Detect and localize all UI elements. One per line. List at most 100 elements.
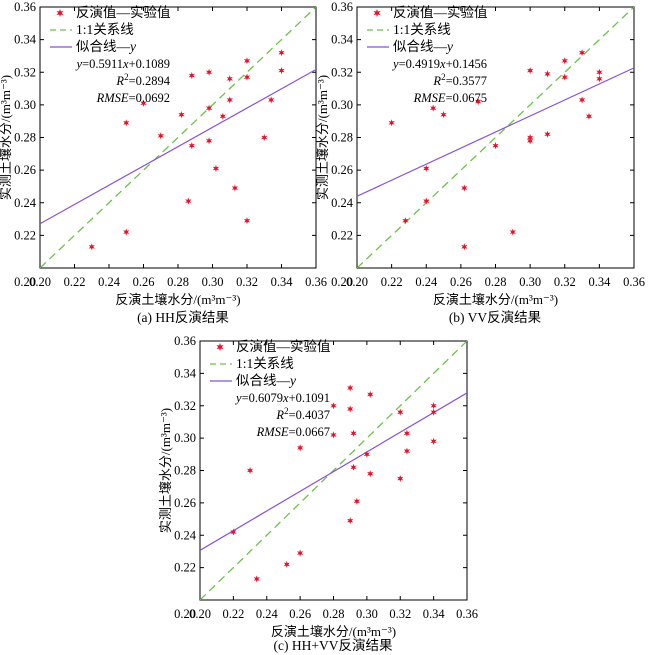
data-point: [353, 497, 360, 505]
chart-panel-1: 0.20 0.22 0.24 0.26 0.28 0.30 0.32 0.34 0.36 0.22…: [315, 0, 645, 325]
chart-caption: (b) VV反演结果: [449, 310, 542, 325]
data-point: [188, 71, 195, 80]
origin-label: 0.20: [174, 607, 196, 621]
x-tick-label: 0.32: [389, 607, 411, 621]
x-tick-label: 0.26: [133, 275, 155, 289]
x-tick-label: 0.28: [323, 607, 345, 621]
y-tick-label: 0.30: [174, 431, 196, 445]
x-tick-label: 0.32: [554, 275, 576, 289]
data-point: [585, 112, 593, 120]
data-point: [212, 164, 220, 173]
y-tick-label: 0.34: [174, 366, 197, 380]
y-tick-label: 0.34: [331, 33, 354, 47]
legend-points-label: 反演值—实验值: [393, 5, 488, 20]
x-tick-label: 0.30: [356, 607, 378, 621]
legend-equation: y=0.4919x+0.1456: [391, 57, 487, 71]
scatter-points: [388, 49, 603, 251]
data-point: [278, 67, 285, 75]
x-tick-label: 0.26: [289, 607, 311, 621]
one-to-one-line: [200, 341, 467, 600]
x-tick-label: 0.30: [202, 275, 224, 289]
x-axis-label: 反演土壤水分/(m³m⁻³): [271, 624, 396, 639]
x-tick-label: 0.24: [415, 275, 438, 289]
y-tick-label: 0.22: [331, 228, 353, 242]
fit-line: [357, 67, 634, 197]
x-axis-label: 反演土壤水分/(m³m⁻³): [115, 292, 240, 307]
data-point: [403, 447, 411, 455]
legend-r2: R2=0.4037: [275, 406, 330, 422]
y-tick-label: 0.36: [174, 334, 196, 348]
x-tick-label: 0.34: [271, 275, 294, 289]
x-tick-label: 0.24: [256, 607, 279, 621]
data-point: [397, 474, 404, 483]
y-tick-label: 0.28: [174, 464, 196, 478]
series-lines: [200, 341, 467, 600]
legend-fit-label: 似合线—y: [236, 373, 296, 388]
x-tick-label: 0.34: [588, 275, 611, 289]
x-tick-label: 0.36: [623, 275, 645, 289]
x-axis-label: 反演土壤水分/(m³m⁻³): [433, 292, 558, 307]
x-tick-label: 0.26: [450, 275, 472, 289]
data-point: [363, 450, 370, 458]
data-point: [430, 104, 437, 112]
legend-one-to-one-label: 1:1关系线: [76, 22, 134, 37]
data-point: [123, 228, 130, 236]
data-point: [461, 184, 468, 192]
one-to-one-line: [40, 7, 316, 268]
x-tick-label: 0.28: [485, 275, 507, 289]
y-tick-label: 0.26: [174, 496, 196, 510]
data-point: [350, 429, 357, 437]
legend-points-label: 反演值—实验值: [76, 5, 171, 20]
origin-label: 0.20: [14, 275, 36, 289]
data-point: [330, 402, 337, 410]
data-point: [88, 243, 95, 251]
data-point: [231, 184, 239, 192]
y-tick-label: 0.34: [14, 33, 37, 47]
scatter-points: [88, 49, 285, 251]
y-axis-label: 实测土壤水分/(m³m⁻³): [315, 75, 330, 200]
data-point: [596, 75, 603, 83]
data-point: [367, 390, 374, 399]
legend-point-marker: [373, 8, 381, 18]
data-point: [527, 137, 534, 145]
data-point: [527, 67, 534, 75]
data-point: [226, 75, 233, 83]
data-point: [509, 228, 516, 236]
data-point: [397, 408, 404, 416]
y-tick-label: 0.36: [331, 0, 353, 14]
data-point: [205, 137, 213, 145]
legend-fit-label: 似合线—y: [76, 39, 136, 54]
data-point: [123, 119, 130, 127]
data-point: [402, 217, 409, 225]
data-point: [544, 130, 551, 138]
data-point: [246, 466, 254, 475]
data-point: [430, 437, 437, 445]
legend-r2: R2=0.3577: [432, 72, 487, 88]
scatter-points: [230, 384, 437, 583]
y-axis-label: 实测土壤水分/(m³m⁻³): [158, 408, 173, 533]
legend-one-to-one-label: 1:1关系线: [393, 22, 451, 37]
y-tick-label: 0.36: [14, 0, 36, 14]
x-tick-label: 0.28: [167, 275, 189, 289]
x-tick-label: 0.36: [305, 275, 327, 289]
data-point: [423, 164, 430, 173]
series-lines: [357, 7, 634, 268]
y-tick-label: 0.32: [331, 65, 353, 79]
legend-rmse: RMSE=0.0675: [413, 91, 487, 105]
x-tick-label: 0.22: [64, 275, 86, 289]
data-point: [230, 528, 237, 536]
legend-points-label: 反演值—实验值: [236, 339, 331, 354]
series-lines: [40, 7, 316, 268]
y-tick-label: 0.28: [14, 131, 36, 145]
data-point: [330, 431, 337, 439]
data-point: [157, 132, 164, 140]
legend-point-marker: [216, 342, 224, 352]
data-point: [544, 70, 551, 78]
y-tick-label: 0.30: [14, 98, 36, 112]
origin-label: 0.20: [331, 275, 353, 289]
data-point: [253, 575, 260, 583]
y-tick-label: 0.24: [331, 196, 354, 210]
data-point: [561, 73, 568, 81]
